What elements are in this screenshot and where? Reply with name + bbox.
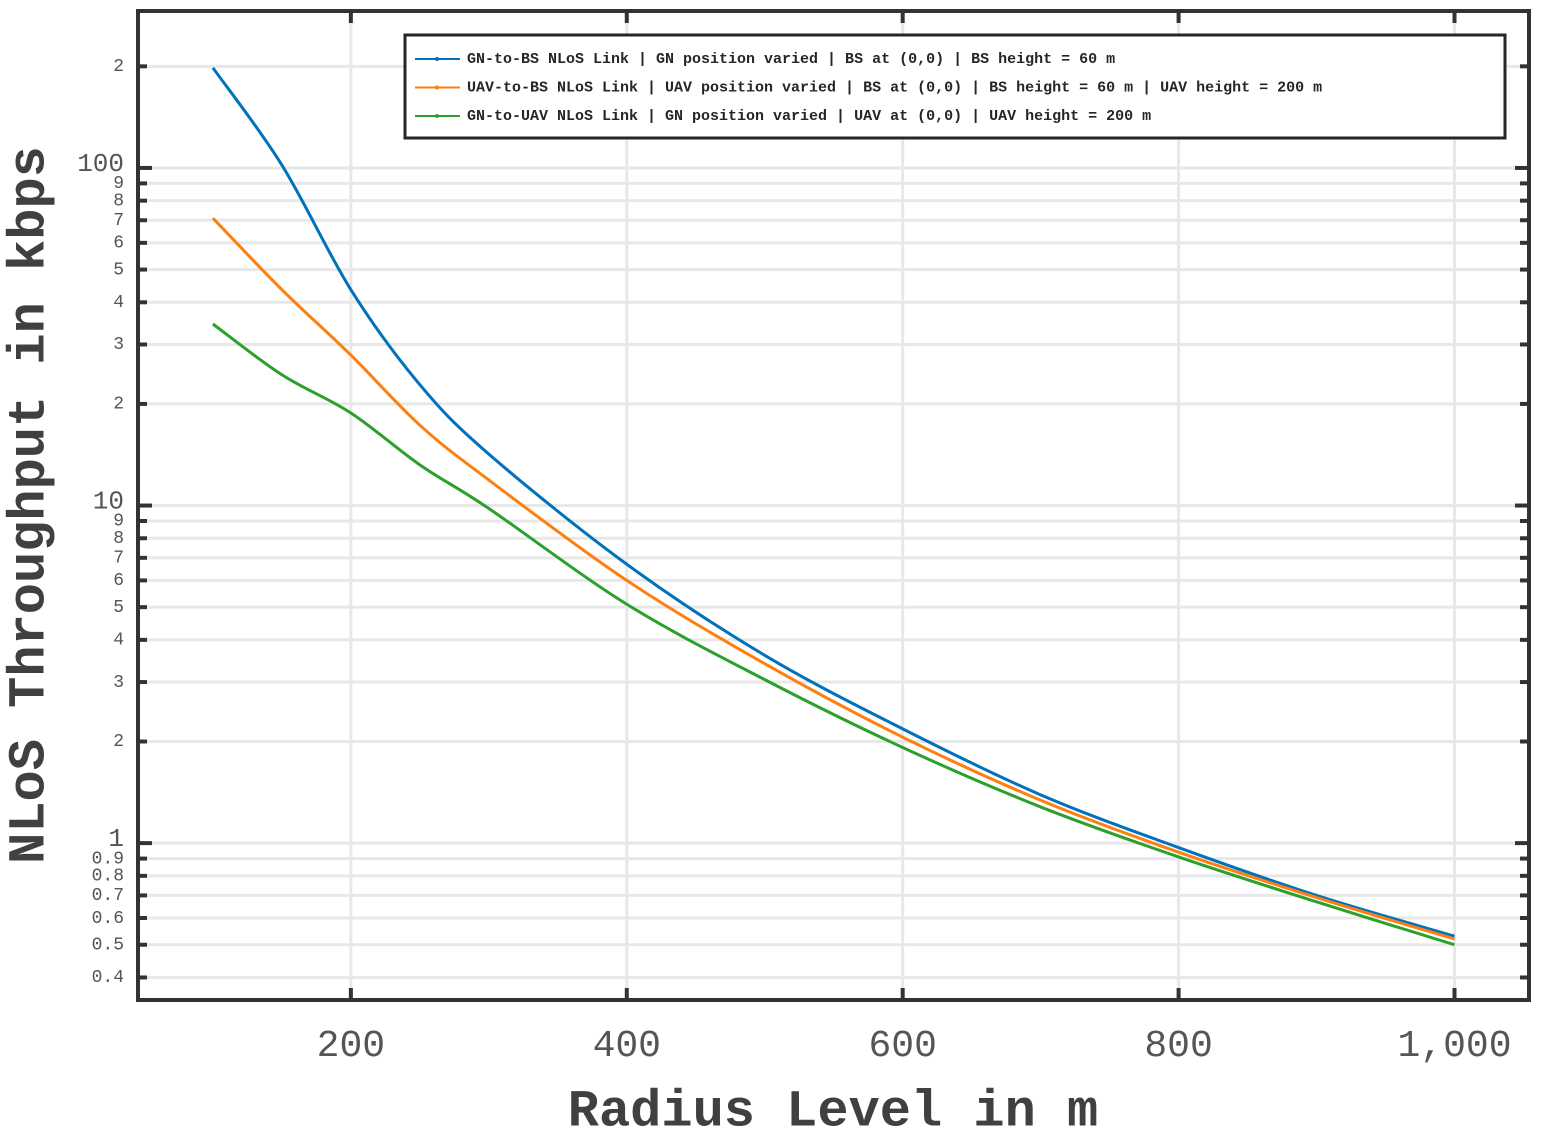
y-tick-label: 0.8 xyxy=(92,867,124,887)
y-tick-label: 2 xyxy=(113,57,124,77)
y-tick-label: 3 xyxy=(113,335,124,355)
series-line xyxy=(212,322,1455,947)
y-tick-label: 0.9 xyxy=(92,849,124,869)
x-tick-label: 800 xyxy=(1144,1025,1212,1068)
y-tick-label: 9 xyxy=(113,174,124,194)
y-tick-label: 4 xyxy=(113,631,124,651)
y-tick-label: 9 xyxy=(113,512,124,532)
y-tick-label: 8 xyxy=(113,529,124,549)
legend-label: GN-to-BS NLoS Link | GN position varied … xyxy=(467,51,1115,68)
y-tick-label: 6 xyxy=(113,234,124,254)
legend-marker xyxy=(435,57,439,61)
legend-marker xyxy=(435,85,439,90)
y-tick-label: 2 xyxy=(113,395,124,415)
series-line xyxy=(211,217,1455,941)
y-tick-label: 4 xyxy=(113,293,124,313)
y-tick-label: 0.6 xyxy=(92,909,124,929)
y-axis-label: NLoS Throughput in kbps xyxy=(1,146,60,864)
y-tick-label: 5 xyxy=(113,598,124,618)
legend-marker xyxy=(435,114,439,118)
plot-frame xyxy=(136,9,1531,1002)
legend-label: UAV-to-BS NLoS Link | UAV position varie… xyxy=(467,79,1322,96)
y-tick-label: 6 xyxy=(113,571,124,591)
y-tick-label: 100 xyxy=(77,149,124,179)
y-tick-label: 0.7 xyxy=(92,886,124,906)
x-tick-label: 1,000 xyxy=(1397,1025,1511,1068)
legend-label: GN-to-UAV NLoS Link | GN position varied… xyxy=(467,108,1151,125)
y-tick-label: 3 xyxy=(113,673,124,693)
legend-box xyxy=(403,33,1507,140)
y-tick-label: 0.4 xyxy=(92,968,124,988)
x-tick-label: 600 xyxy=(868,1025,936,1068)
y-tick-label: 2 xyxy=(113,732,124,752)
x-tick-label: 200 xyxy=(317,1025,385,1068)
y-tick-label: 10 xyxy=(93,486,124,516)
x-axis-label: Radius Level in m xyxy=(568,1083,1099,1141)
y-tick-label: 7 xyxy=(113,549,124,569)
y-tick-label: 1 xyxy=(108,824,124,854)
x-tick-label: 400 xyxy=(593,1025,661,1068)
y-tick-label: 0.5 xyxy=(92,935,124,955)
y-tick-label: 8 xyxy=(113,191,124,211)
y-tick-label: 5 xyxy=(113,260,124,280)
y-tick-label: 7 xyxy=(113,211,124,231)
series-line xyxy=(211,66,1455,938)
